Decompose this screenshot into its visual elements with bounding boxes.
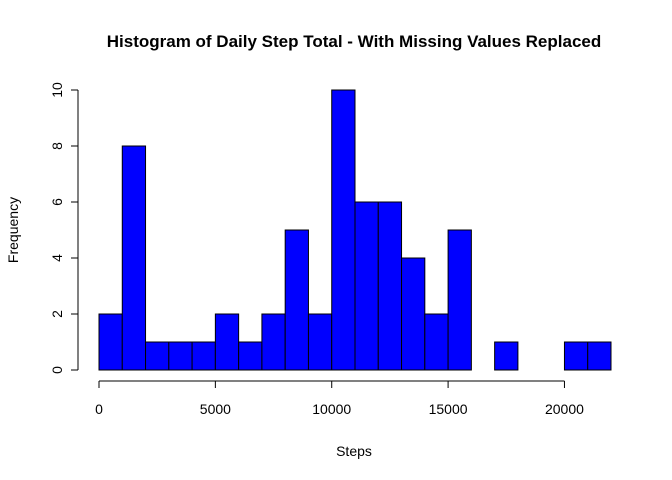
- histogram-bar: [331, 89, 356, 371]
- histogram-bar: [168, 341, 193, 371]
- histogram-bar: [401, 257, 426, 371]
- x-tick-label: 15000: [429, 401, 468, 417]
- y-tick-label: 8: [49, 142, 65, 150]
- x-tick-label: 5000: [200, 401, 231, 417]
- x-axis: 0 5000 10000 15000 20000: [95, 380, 584, 417]
- y-tick-label: 10: [49, 82, 65, 98]
- y-tick-label: 2: [49, 310, 65, 318]
- chart-title: Histogram of Daily Step Total - With Mis…: [107, 32, 602, 51]
- histogram-bar: [424, 313, 449, 371]
- histogram-bar: [98, 313, 123, 371]
- x-tick-label: 20000: [545, 401, 584, 417]
- x-tick-label: 0: [95, 401, 103, 417]
- histogram-bar: [284, 229, 309, 371]
- histogram-bar: [145, 341, 170, 371]
- histogram-bar: [377, 201, 403, 371]
- y-axis: 0 2 4 6 8 10: [49, 82, 79, 374]
- histogram-bar: [307, 313, 333, 371]
- histogram-bar: [563, 341, 589, 371]
- x-tick-label: 10000: [312, 401, 351, 417]
- bars-group: [98, 89, 612, 371]
- y-tick-label: 6: [49, 198, 65, 206]
- y-tick-label: 4: [49, 254, 65, 262]
- histogram-bar: [447, 229, 472, 371]
- y-axis-label: Frequency: [5, 197, 21, 263]
- histogram-bar: [587, 341, 612, 371]
- histogram-bar: [238, 341, 263, 371]
- histogram-bar: [121, 145, 147, 371]
- histogram-bar: [494, 341, 519, 371]
- y-tick-label: 0: [49, 366, 65, 374]
- histogram-bar: [354, 201, 379, 371]
- x-axis-label: Steps: [336, 443, 372, 459]
- histogram-bar: [191, 341, 216, 371]
- histogram-bar: [261, 313, 286, 371]
- histogram-bar: [214, 313, 240, 371]
